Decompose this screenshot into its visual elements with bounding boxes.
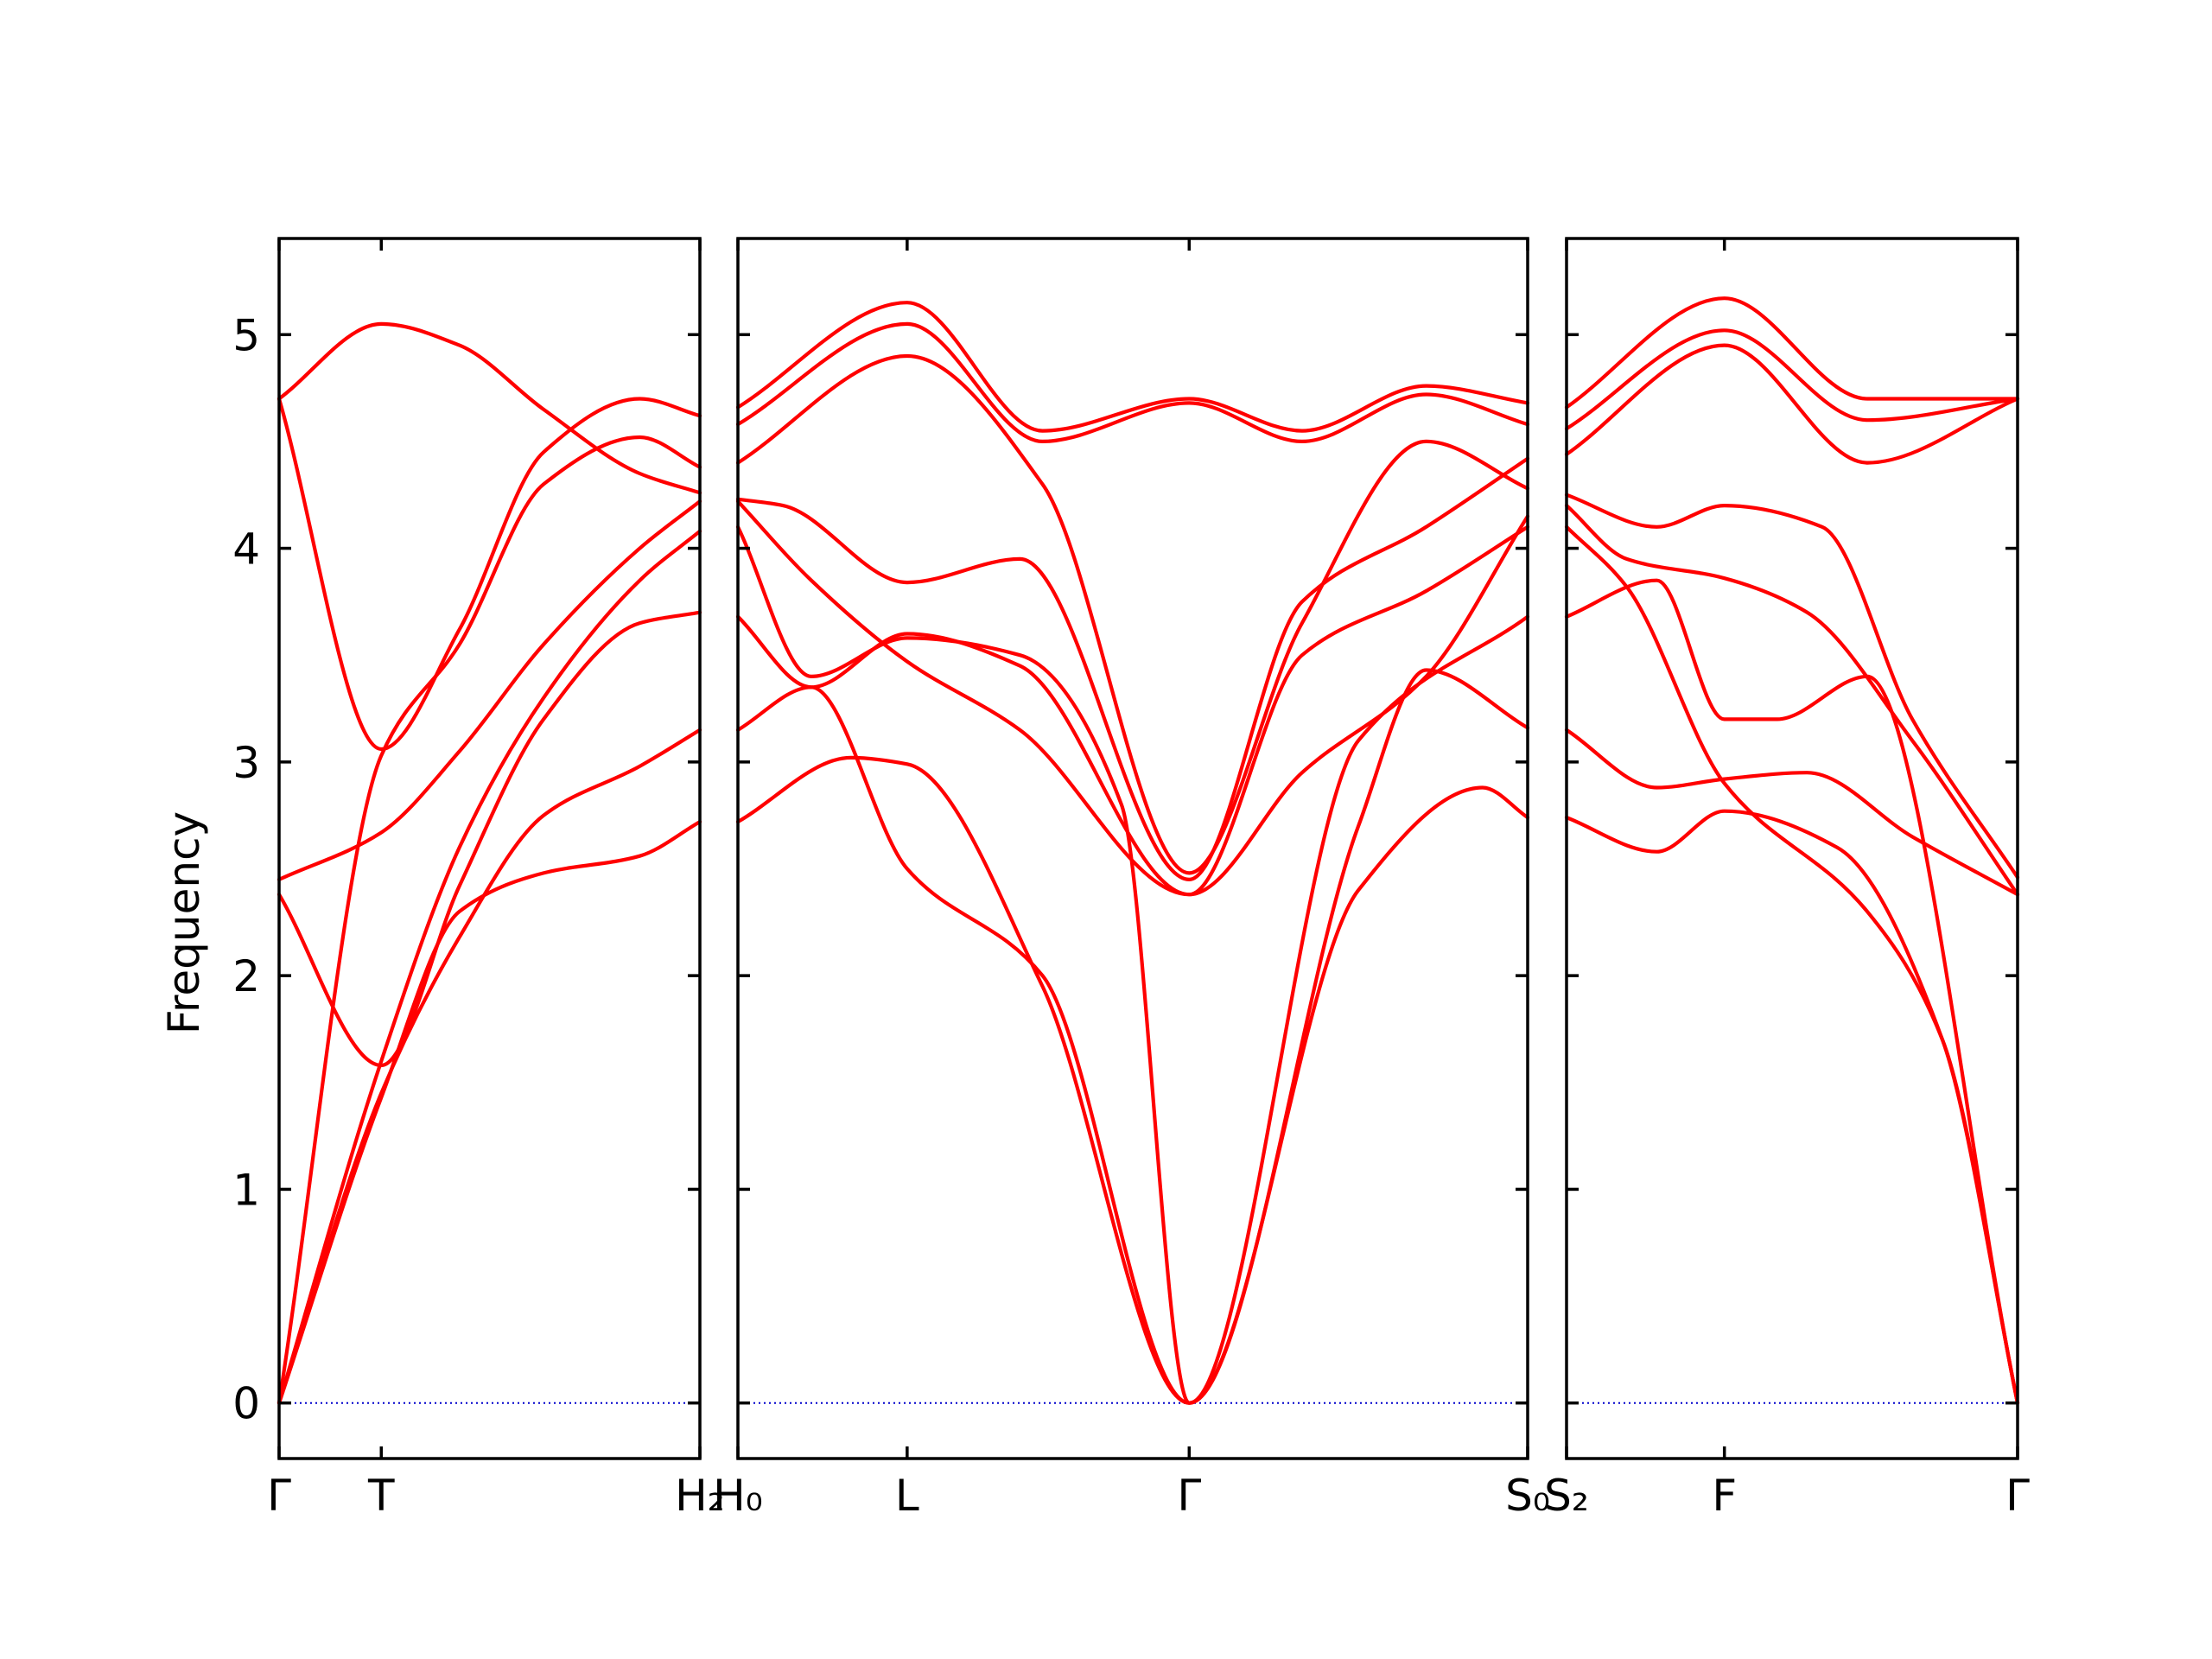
y-tick-label: 0: [232, 1379, 260, 1429]
y-tick-label: 5: [232, 310, 260, 360]
band-6: [735, 456, 1530, 881]
band-9: [1564, 296, 2020, 410]
band-8: [276, 321, 702, 495]
panel-3: S₂ F Γ: [1544, 237, 2030, 1521]
panel-3-bands: [1564, 296, 2020, 1405]
panel-1-bands: [276, 321, 702, 1405]
band-2: [276, 728, 702, 1405]
y-tick-label: 4: [232, 524, 260, 575]
band-2: [735, 668, 1530, 1405]
band-7: [735, 353, 1530, 875]
band-1: [735, 755, 1530, 1405]
band-6: [276, 435, 702, 1405]
x-tick-label: Γ: [1177, 1471, 1201, 1521]
x-tick-label: H₀: [713, 1471, 763, 1521]
panel-3-frame: [1565, 237, 2019, 1460]
band-4: [735, 514, 1530, 897]
panel-2-bands: [735, 301, 1530, 1405]
x-tick-label: F: [1712, 1471, 1737, 1521]
panel-1: 0 1 2 3 4 5 Γ T H₂: [232, 237, 725, 1521]
x-tick-label: S₂: [1544, 1471, 1589, 1521]
band-4: [276, 529, 702, 1405]
band-8: [735, 321, 1530, 443]
panel-2: H₀ L Γ S₀: [713, 237, 1550, 1521]
x-tick-label: Γ: [2005, 1471, 2030, 1521]
x-tick-label: S₀: [1505, 1471, 1550, 1521]
band-5: [276, 499, 702, 881]
band-7: [1564, 343, 2020, 465]
x-tick-label: H₂: [675, 1471, 725, 1521]
band-9: [735, 301, 1530, 433]
band-3: [276, 610, 702, 1068]
band-7: [276, 397, 702, 752]
band-3: [1564, 524, 2020, 1405]
band-8: [1564, 328, 2020, 431]
x-tick-label: T: [367, 1471, 395, 1521]
y-tick-label: 1: [232, 1165, 260, 1215]
x-tick-label: L: [895, 1471, 919, 1521]
band-1: [276, 820, 702, 1405]
panel-1-frame: [277, 237, 702, 1460]
y-tick-label: 2: [232, 951, 260, 1001]
panel-2-frame: [736, 237, 1529, 1460]
band-6: [1564, 493, 2020, 880]
band-4: [1564, 578, 2020, 1405]
band-5: [1564, 504, 2020, 897]
y-tick-label: 3: [232, 738, 260, 788]
band-1: [1564, 809, 2020, 1405]
x-tick-label: Γ: [267, 1471, 291, 1521]
band-2: [1564, 728, 2020, 897]
y-axis-label: Frequency: [159, 811, 209, 1034]
band-3: [735, 524, 1530, 1405]
band-5: [735, 499, 1530, 897]
